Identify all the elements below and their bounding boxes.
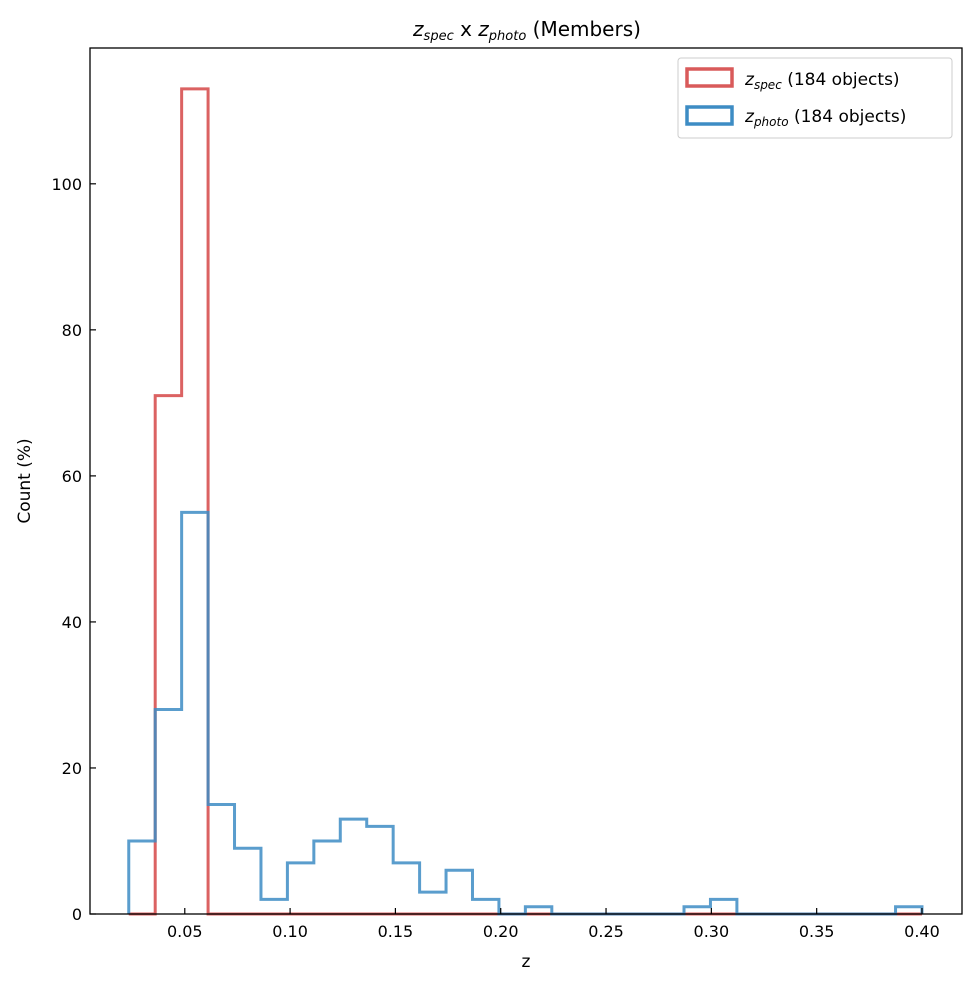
y-tick-label: 20 (62, 759, 82, 778)
legend-label-zphoto: zphoto (184 objects) (744, 107, 906, 129)
y-tick-label: 100 (51, 175, 82, 194)
legend-swatch-zphoto (685, 105, 734, 126)
x-tick-label: 0.25 (588, 922, 624, 941)
y-tick-label: 60 (62, 467, 82, 486)
x-tick-label: 0.30 (694, 922, 730, 941)
x-tick-label: 0.20 (483, 922, 519, 941)
x-tick-label: 0.05 (167, 922, 203, 941)
x-tick-label: 0.10 (272, 922, 308, 941)
y-tick-label: 40 (62, 613, 82, 632)
x-tick-label: 0.15 (378, 922, 414, 941)
x-tick-label: 0.35 (799, 922, 835, 941)
x-axis-label: z (522, 952, 531, 972)
series-z-photo (127, 510, 924, 916)
legend-label-zspec: zspec (184 objects) (744, 70, 900, 92)
chart-title: zspec x zphoto (Members) (412, 17, 641, 44)
y-axis-label: Count (%) (15, 438, 35, 523)
legend-swatch-zspec (685, 67, 734, 88)
series-z-spec (128, 87, 922, 916)
x-tick-label: 0.40 (904, 922, 940, 941)
legend-box (677, 57, 953, 139)
y-tick-label: 0 (72, 905, 82, 924)
plot-frame (89, 47, 963, 915)
legend: zspec (184 objects) zphoto (184 objects) (677, 57, 953, 139)
y-tick-label: 80 (62, 321, 82, 340)
